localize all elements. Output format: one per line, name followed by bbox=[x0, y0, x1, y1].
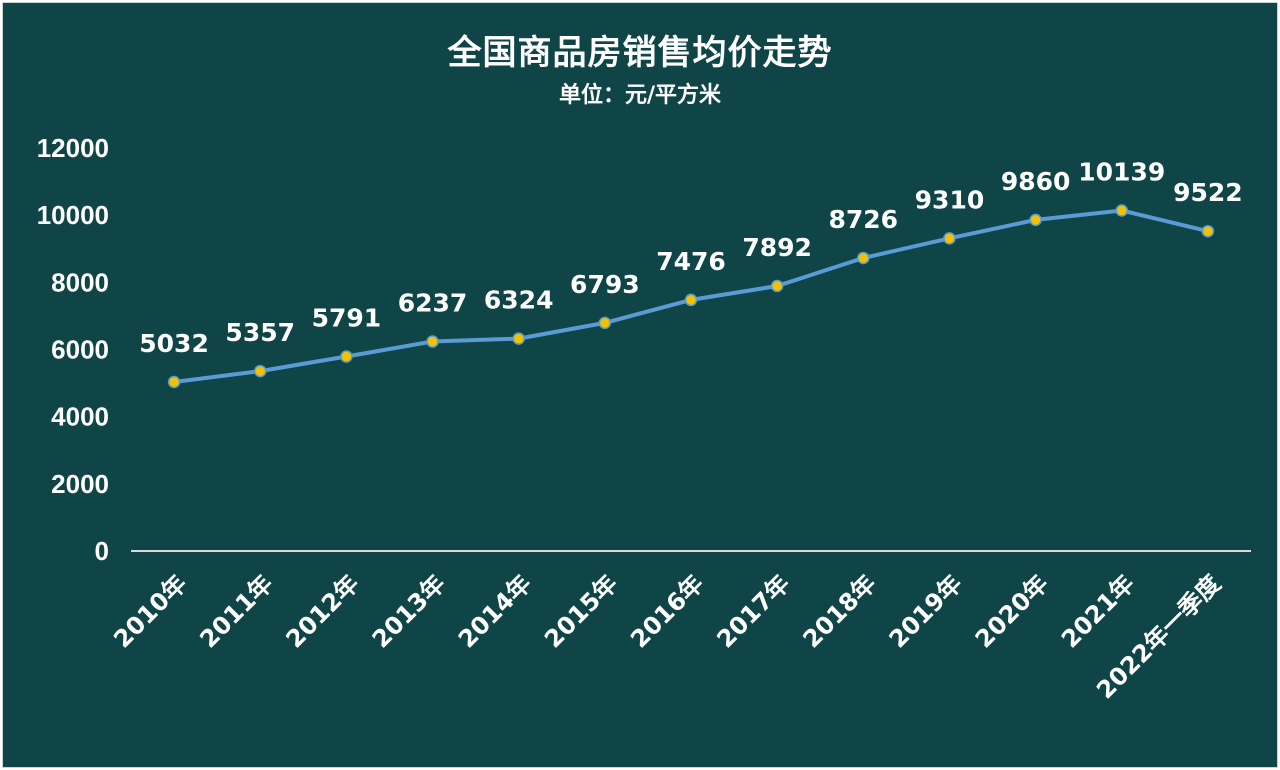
y-tick-label: 10000 bbox=[37, 200, 109, 230]
data-point bbox=[1029, 213, 1042, 227]
data-label: 9522 bbox=[1173, 178, 1243, 207]
chart-title: 全国商品房销售均价走势 bbox=[447, 33, 833, 73]
x-tick-label: 2021年 bbox=[1056, 569, 1140, 653]
data-point bbox=[770, 279, 784, 293]
data-label: 8726 bbox=[829, 205, 899, 234]
data-label: 6324 bbox=[484, 286, 554, 315]
data-label: 9860 bbox=[1001, 167, 1071, 196]
chart-subtitle: 单位：元/平方米 bbox=[558, 83, 722, 108]
data-label: 9310 bbox=[915, 185, 985, 214]
x-tick-label: 2018年 bbox=[798, 569, 882, 653]
data-label: 7476 bbox=[656, 247, 726, 276]
data-label: 5357 bbox=[225, 318, 295, 347]
data-point bbox=[167, 375, 181, 389]
data-point bbox=[512, 332, 525, 345]
data-labels: 5032 5357 5791 6237 6324 6793 7476 7892 8726 9310… bbox=[139, 157, 1242, 358]
data-label: 7892 bbox=[742, 233, 812, 262]
x-tick-label: 2019年 bbox=[884, 569, 968, 653]
y-tick-label: 12000 bbox=[37, 133, 109, 163]
data-point bbox=[340, 350, 353, 363]
x-tick-label: 2012年 bbox=[281, 569, 365, 653]
data-label: 5032 bbox=[139, 329, 209, 358]
data-point bbox=[857, 251, 870, 265]
y-tick-label: 0 bbox=[95, 536, 109, 566]
data-label: 6793 bbox=[570, 270, 640, 299]
data-point bbox=[943, 232, 956, 245]
x-axis-ticks: 2010年 2011年 2012年 2013年 2014年 2015年 2016年 2017年… bbox=[108, 569, 1227, 705]
x-tick-label: 2016年 bbox=[625, 569, 709, 653]
x-tick-label: 2017年 bbox=[711, 569, 795, 653]
y-axis-ticks: 0 2000 4000 6000 8000 10000 12000 bbox=[37, 133, 109, 566]
x-tick-label: 2013年 bbox=[367, 569, 451, 653]
x-tick-label: 2014年 bbox=[453, 569, 537, 653]
x-tick-label: 2011年 bbox=[194, 569, 278, 653]
x-tick-label: 2020年 bbox=[970, 569, 1054, 653]
data-point bbox=[1115, 204, 1129, 217]
data-label: 6237 bbox=[398, 289, 468, 318]
y-tick-label: 6000 bbox=[51, 335, 109, 365]
data-point bbox=[253, 364, 267, 378]
data-label: 10139 bbox=[1078, 157, 1165, 186]
data-point bbox=[1201, 224, 1215, 238]
data-point bbox=[426, 335, 439, 348]
data-point bbox=[684, 293, 698, 307]
y-tick-label: 4000 bbox=[51, 402, 109, 432]
y-tick-label: 2000 bbox=[51, 469, 109, 499]
x-tick-label: 2010年 bbox=[108, 569, 192, 653]
x-tick-label: 2015年 bbox=[539, 569, 623, 653]
data-points bbox=[167, 204, 1215, 389]
line-chart: 0 2000 4000 6000 8000 10000 12000 5032 5357 5791… bbox=[37, 133, 1251, 705]
data-point bbox=[598, 316, 612, 330]
data-label: 5791 bbox=[312, 304, 382, 333]
y-tick-label: 8000 bbox=[51, 267, 109, 297]
